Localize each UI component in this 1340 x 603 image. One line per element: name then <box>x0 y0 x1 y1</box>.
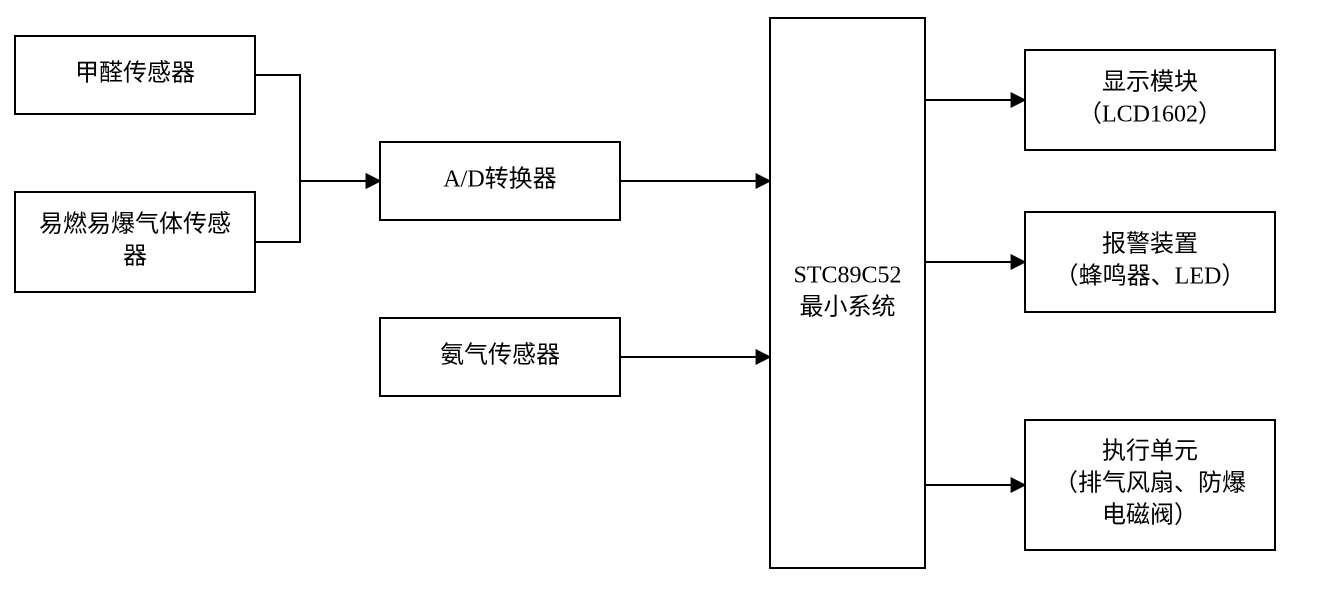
nodes-layer: 甲醛传感器易燃易爆气体传感器 A/D转换器氨气传感器 STC89C52 最小系统 显示模… <box>15 18 1275 568</box>
node-sensor1: 甲醛传感器 <box>15 36 255 114</box>
node-sensor3: 氨气传感器 <box>380 318 620 396</box>
node-sensor2-label-line0: 易燃易爆气体传感 <box>39 211 231 238</box>
node-sensor3-label-line0: 氨气传感器 <box>440 342 560 369</box>
node-alarm: 报警装置 （蜂鸣器、LED） <box>1025 212 1275 312</box>
node-mcu: STC89C52 最小系统 <box>770 18 925 568</box>
node-exec-label-line0: 执行单元 <box>1102 438 1198 465</box>
node-exec-label-line1: （排气风扇、防爆 <box>1054 470 1246 497</box>
node-alarm-label-line1: （蜂鸣器、LED） <box>1055 263 1246 290</box>
node-alarm-label-line0: 报警装置 <box>1102 231 1198 258</box>
node-display-label-line0: 显示模块 <box>1102 69 1198 96</box>
node-sensor2-box <box>15 192 255 292</box>
edge-sensor1-to-adc <box>255 75 380 181</box>
node-sensor2-label-line1: 器 <box>123 244 147 270</box>
node-mcu-label-line0: STC89C52 <box>793 263 901 289</box>
node-sensor2: 易燃易爆气体传感器 <box>15 192 255 292</box>
node-exec: 执行单元 （排气风扇、防爆电磁阀） <box>1025 420 1275 550</box>
node-mcu-label-line1: 最小系统 <box>800 294 896 321</box>
node-display-box <box>1025 50 1275 150</box>
node-exec-label-line2: 电磁阀） <box>1102 502 1198 529</box>
node-adc: A/D转换器 <box>380 142 620 220</box>
node-alarm-box <box>1025 212 1275 312</box>
node-display: 显示模块 （LCD1602） <box>1025 50 1275 150</box>
block-diagram: 甲醛传感器易燃易爆气体传感器 A/D转换器氨气传感器 STC89C52 最小系统 显示模… <box>0 0 1340 603</box>
node-mcu-box <box>770 18 925 568</box>
node-sensor1-label-line0: 甲醛传感器 <box>75 60 195 87</box>
edge-sensor2-to-adc <box>255 181 380 242</box>
node-adc-label-line0: A/D转换器 <box>443 166 556 193</box>
node-display-label-line1: （LCD1602） <box>1078 102 1222 128</box>
